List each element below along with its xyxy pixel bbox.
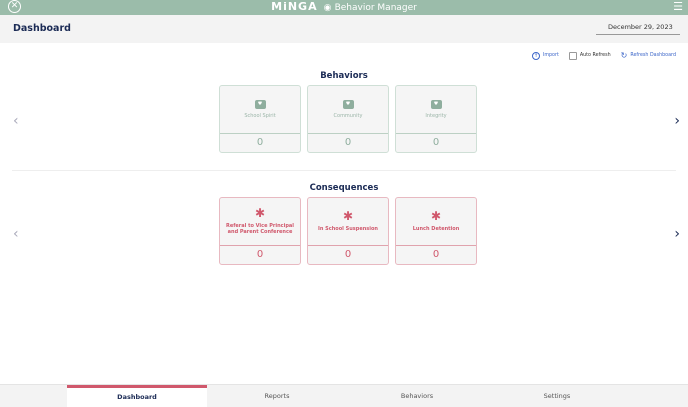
- page-header: Dashboard December 29, 2023: [0, 15, 688, 43]
- behaviors-row: ♥ School Spirit 0 ♥ Community 0 ♥ Integrity 0: [219, 85, 477, 153]
- card-count: 0: [432, 137, 440, 148]
- consequences-row: ✱ Referal to Vice Principal and Parent Co…: [219, 197, 477, 265]
- auto-refresh-checkbox[interactable]: Auto Refresh: [568, 51, 611, 60]
- refresh-label: Refresh Dashboard: [630, 53, 676, 58]
- chevron-left-icon[interactable]: ‹: [13, 113, 19, 129]
- card-count: 0: [256, 249, 264, 260]
- import-label: Import: [542, 53, 559, 58]
- consequence-card[interactable]: ✱ Lunch Detention 0: [395, 197, 477, 265]
- consequence-card[interactable]: ✱ Referal to Vice Principal and Parent Co…: [219, 197, 301, 265]
- card-label: In School Suspension: [318, 226, 378, 232]
- top-bar: ✕ MiNGA ◉ Behavior Manager ☰: [0, 0, 688, 15]
- card-count: 0: [344, 249, 352, 260]
- card-label: Lunch Detention: [412, 226, 460, 232]
- behavior-card[interactable]: ♥ Community 0: [307, 85, 389, 153]
- speech-bubble-icon: ♥: [430, 100, 442, 109]
- card-count: 0: [432, 249, 440, 260]
- tab-reports[interactable]: Reports: [264, 392, 290, 400]
- auto-refresh-label: Auto Refresh: [579, 53, 611, 58]
- card-count: 0: [344, 137, 352, 148]
- puzzle-icon: ✱: [254, 206, 266, 220]
- minga-logo: MiNGA: [271, 0, 318, 13]
- behavior-card[interactable]: ♥ School Spirit 0: [219, 85, 301, 153]
- import-button[interactable]: ↑ Import: [531, 51, 559, 60]
- card-count: 0: [256, 137, 264, 148]
- chevron-left-icon[interactable]: ‹: [13, 226, 19, 242]
- speech-bubble-icon: ♥: [254, 100, 266, 109]
- app-title: Behavior Manager: [334, 3, 417, 13]
- chevron-right-icon[interactable]: ›: [674, 226, 680, 242]
- tab-settings[interactable]: Settings: [543, 392, 571, 400]
- brand: MiNGA ◉ Behavior Manager: [0, 0, 688, 15]
- play-icon: ◉: [323, 3, 335, 13]
- card-label: Referal to Vice Principal and Parent Con…: [225, 223, 294, 235]
- tab-dashboard[interactable]: Dashboard: [67, 385, 207, 407]
- card-label: School Spirit: [244, 113, 276, 119]
- page-title: Dashboard: [13, 23, 71, 34]
- card-label: Community: [333, 113, 363, 119]
- divider: [12, 170, 676, 171]
- puzzle-icon: ✱: [342, 209, 354, 223]
- toolbar: ↑ Import Auto Refresh ↻ Refresh Dashboard: [531, 51, 676, 60]
- speech-bubble-icon: ♥: [342, 100, 354, 109]
- refresh-dashboard-button[interactable]: ↻ Refresh Dashboard: [621, 51, 676, 60]
- hamburger-menu-icon[interactable]: ☰: [673, 0, 683, 13]
- consequence-card[interactable]: ✱ In School Suspension 0: [307, 197, 389, 265]
- puzzle-icon: ✱: [430, 209, 442, 223]
- chevron-right-icon[interactable]: ›: [674, 113, 680, 129]
- close-icon[interactable]: ✕: [8, 0, 21, 13]
- date-picker[interactable]: December 29, 2023: [596, 23, 680, 35]
- consequences-title: Consequences: [309, 183, 379, 193]
- card-label: Integrity: [425, 113, 447, 119]
- import-icon: ↑: [531, 51, 540, 60]
- behaviors-title: Behaviors: [320, 71, 368, 81]
- refresh-icon: ↻: [620, 51, 628, 60]
- behavior-card[interactable]: ♥ Integrity 0: [395, 85, 477, 153]
- tab-behaviors[interactable]: Behaviors: [400, 392, 434, 400]
- checkbox-box[interactable]: [568, 51, 577, 60]
- bottom-tab-bar: Dashboard Reports Behaviors Settings: [0, 384, 688, 407]
